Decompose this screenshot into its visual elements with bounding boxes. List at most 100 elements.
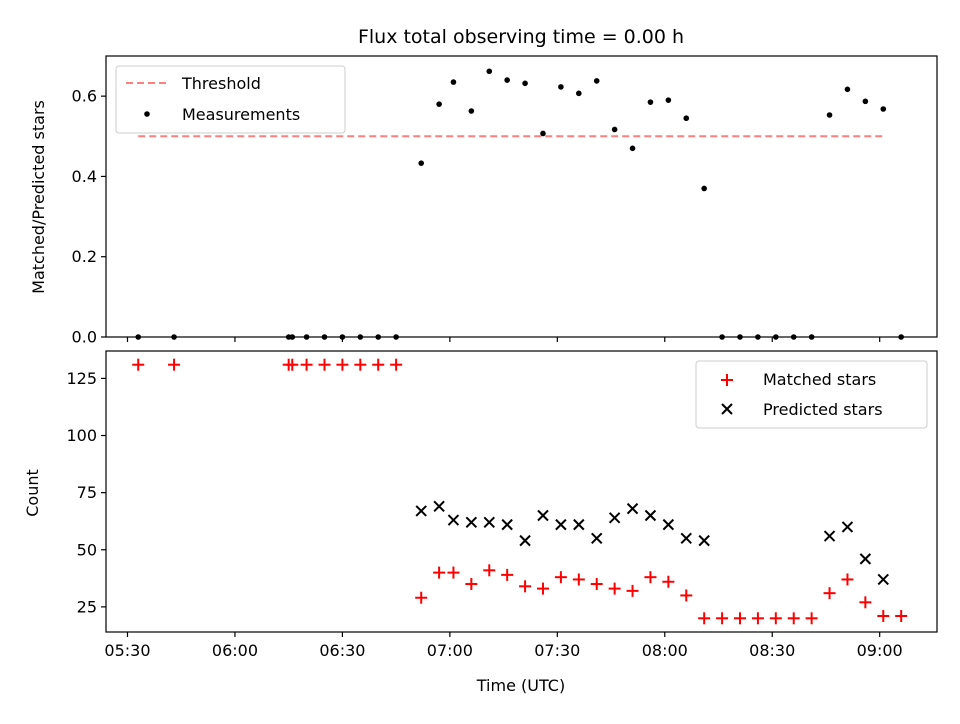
matched-star-point [286, 358, 299, 371]
matched-star-point [318, 358, 331, 371]
matched-star-point [501, 568, 514, 581]
measurement-point [898, 334, 904, 340]
bottom-x-tick-label: 06:00 [212, 641, 258, 660]
matched-star-point [572, 573, 585, 586]
bottom-x-tick-label: 09:00 [857, 641, 903, 660]
bottom-x-tick-label: 08:00 [642, 641, 688, 660]
measurement-point [808, 334, 815, 340]
matched-star-point [877, 610, 890, 623]
predicted-star-point [555, 518, 567, 531]
predicted-star-point [433, 500, 445, 513]
measurement-point [289, 334, 296, 340]
predicted-star-point [483, 516, 495, 529]
top-y-tick-label: 0.4 [72, 167, 97, 186]
measurement-point [436, 101, 442, 107]
matched-star-point [372, 358, 385, 371]
measurement-point [504, 77, 510, 83]
predicted-star-point [537, 509, 549, 522]
top-y-tick-label: 0.2 [72, 247, 97, 266]
matched-star-point [336, 358, 349, 371]
measurement-point [321, 334, 328, 340]
bottom-y-tick-label: 25 [77, 597, 97, 616]
predicted-star-point [680, 532, 692, 545]
predicted-legend-swatch [721, 403, 733, 415]
measurement-point [450, 79, 457, 85]
matched-star-point [483, 564, 496, 577]
matched-star-point [433, 566, 446, 579]
bottom-legend-box [695, 360, 928, 429]
matched-star-point [447, 566, 460, 579]
predicted-star-point [608, 512, 621, 524]
predicted-star-point [644, 509, 657, 522]
matched-star-point [823, 587, 836, 600]
matched-star-point [132, 358, 145, 371]
bottom-panel: Count Time (UTC) 25 50 75 100 125 05:30 06:00… [23, 350, 938, 695]
bottom-x-tick-label: 05:30 [104, 641, 150, 660]
measurement-point [701, 185, 707, 192]
matched-star-point [354, 358, 367, 371]
predicted-star-point [877, 573, 889, 586]
measurement-point [339, 334, 346, 340]
predicted-star-point [447, 514, 460, 526]
matched-star-point [716, 612, 729, 625]
chart-title: Flux total observing time = 0.00 h [358, 26, 684, 48]
measurement-point [683, 115, 690, 122]
measurement-point [880, 106, 887, 112]
bottom-plot-frame [105, 350, 938, 633]
matched-star-point [895, 610, 908, 623]
measurement-point [647, 99, 654, 105]
matched-star-point [168, 358, 181, 371]
matched-star-point [680, 589, 693, 602]
measurement-point [171, 334, 177, 340]
matched-star-point [536, 582, 549, 595]
measurement-point [737, 334, 743, 340]
predicted-star-point [859, 553, 872, 565]
measurement-point [593, 78, 600, 84]
matched-star-point [769, 612, 782, 625]
top-plot-frame [105, 55, 938, 338]
bottom-x-tick-label: 06:30 [319, 641, 365, 660]
measurement-point [558, 84, 564, 90]
bottom-y-tick-label: 75 [77, 483, 97, 502]
bottom-x-tick-label: 08:30 [749, 641, 795, 660]
measurement-point [773, 334, 779, 340]
matched-star-point [608, 582, 621, 595]
measurement-point [790, 334, 797, 340]
matched-star-point [859, 596, 872, 609]
top-legend-box [115, 65, 346, 134]
matched-star-point [465, 578, 478, 591]
predicted-star-point [841, 521, 854, 533]
predicted-star-point [415, 505, 427, 517]
bottom-x-tick-label: 07:00 [427, 641, 473, 660]
predicted-star-point [823, 530, 836, 542]
top-y-tick-label: 0.0 [72, 328, 97, 347]
measurements-legend-label: Measurements [182, 105, 300, 124]
matched-star-point [662, 575, 675, 588]
predicted-star-point [573, 518, 585, 531]
matched-star-point [698, 612, 711, 625]
top-y-tick-label: 0.6 [72, 87, 97, 106]
measurement-point [719, 334, 725, 340]
predicted-star-point [662, 518, 675, 531]
matched-star-point [751, 612, 764, 625]
measurement-point [629, 145, 636, 152]
matched-star-point [805, 612, 818, 625]
measurement-point [393, 334, 399, 340]
bottom-y-tick-label: 125 [66, 369, 97, 388]
measurement-point [826, 112, 833, 118]
predicted-star-point [519, 534, 531, 547]
predicted-star-point [465, 516, 478, 529]
predicted-star-point [626, 502, 639, 515]
matched-star-point [841, 573, 854, 586]
matched-star-point [787, 612, 800, 625]
measurement-point [755, 334, 761, 340]
bottom-y-axis-label: Count [23, 469, 42, 517]
matched-star-point [733, 612, 746, 625]
predicted-star-point [501, 518, 513, 531]
measurement-point [375, 334, 382, 340]
matched-star-point [644, 571, 657, 584]
measurement-point [135, 334, 142, 340]
bottom-y-tick-label: 100 [66, 426, 97, 445]
matched-star-point [519, 580, 532, 593]
measurement-point [357, 334, 364, 340]
